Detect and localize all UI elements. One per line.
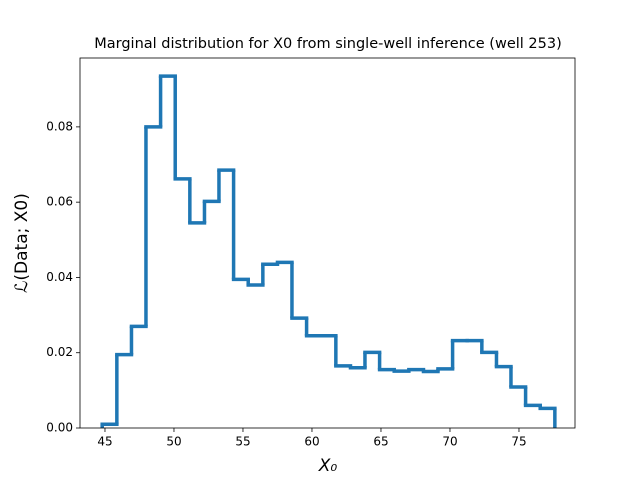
step-connector xyxy=(100,76,557,428)
x-tick-label: 45 xyxy=(97,435,112,449)
y-axis-label: ℒ(Data; X0) xyxy=(12,193,32,293)
axes-frame xyxy=(79,57,576,429)
x-tick-label: 65 xyxy=(373,435,388,449)
x-tick-label: 75 xyxy=(511,435,526,449)
x-tick-label: 50 xyxy=(166,435,181,449)
x-tick-label: 70 xyxy=(442,435,457,449)
x-tick-label: 60 xyxy=(304,435,319,449)
y-tick-label: 0.02 xyxy=(46,345,73,359)
chart-title: Marginal distribution for X0 from single… xyxy=(94,36,562,52)
y-tick-label: 0.08 xyxy=(46,119,73,133)
x-axis-label: X₀ xyxy=(318,456,338,476)
y-tick-label: 0.06 xyxy=(46,195,73,209)
y-tick-label: 0.00 xyxy=(46,421,73,435)
y-tick-label: 0.04 xyxy=(46,270,73,284)
x-tick-label: 55 xyxy=(235,435,250,449)
